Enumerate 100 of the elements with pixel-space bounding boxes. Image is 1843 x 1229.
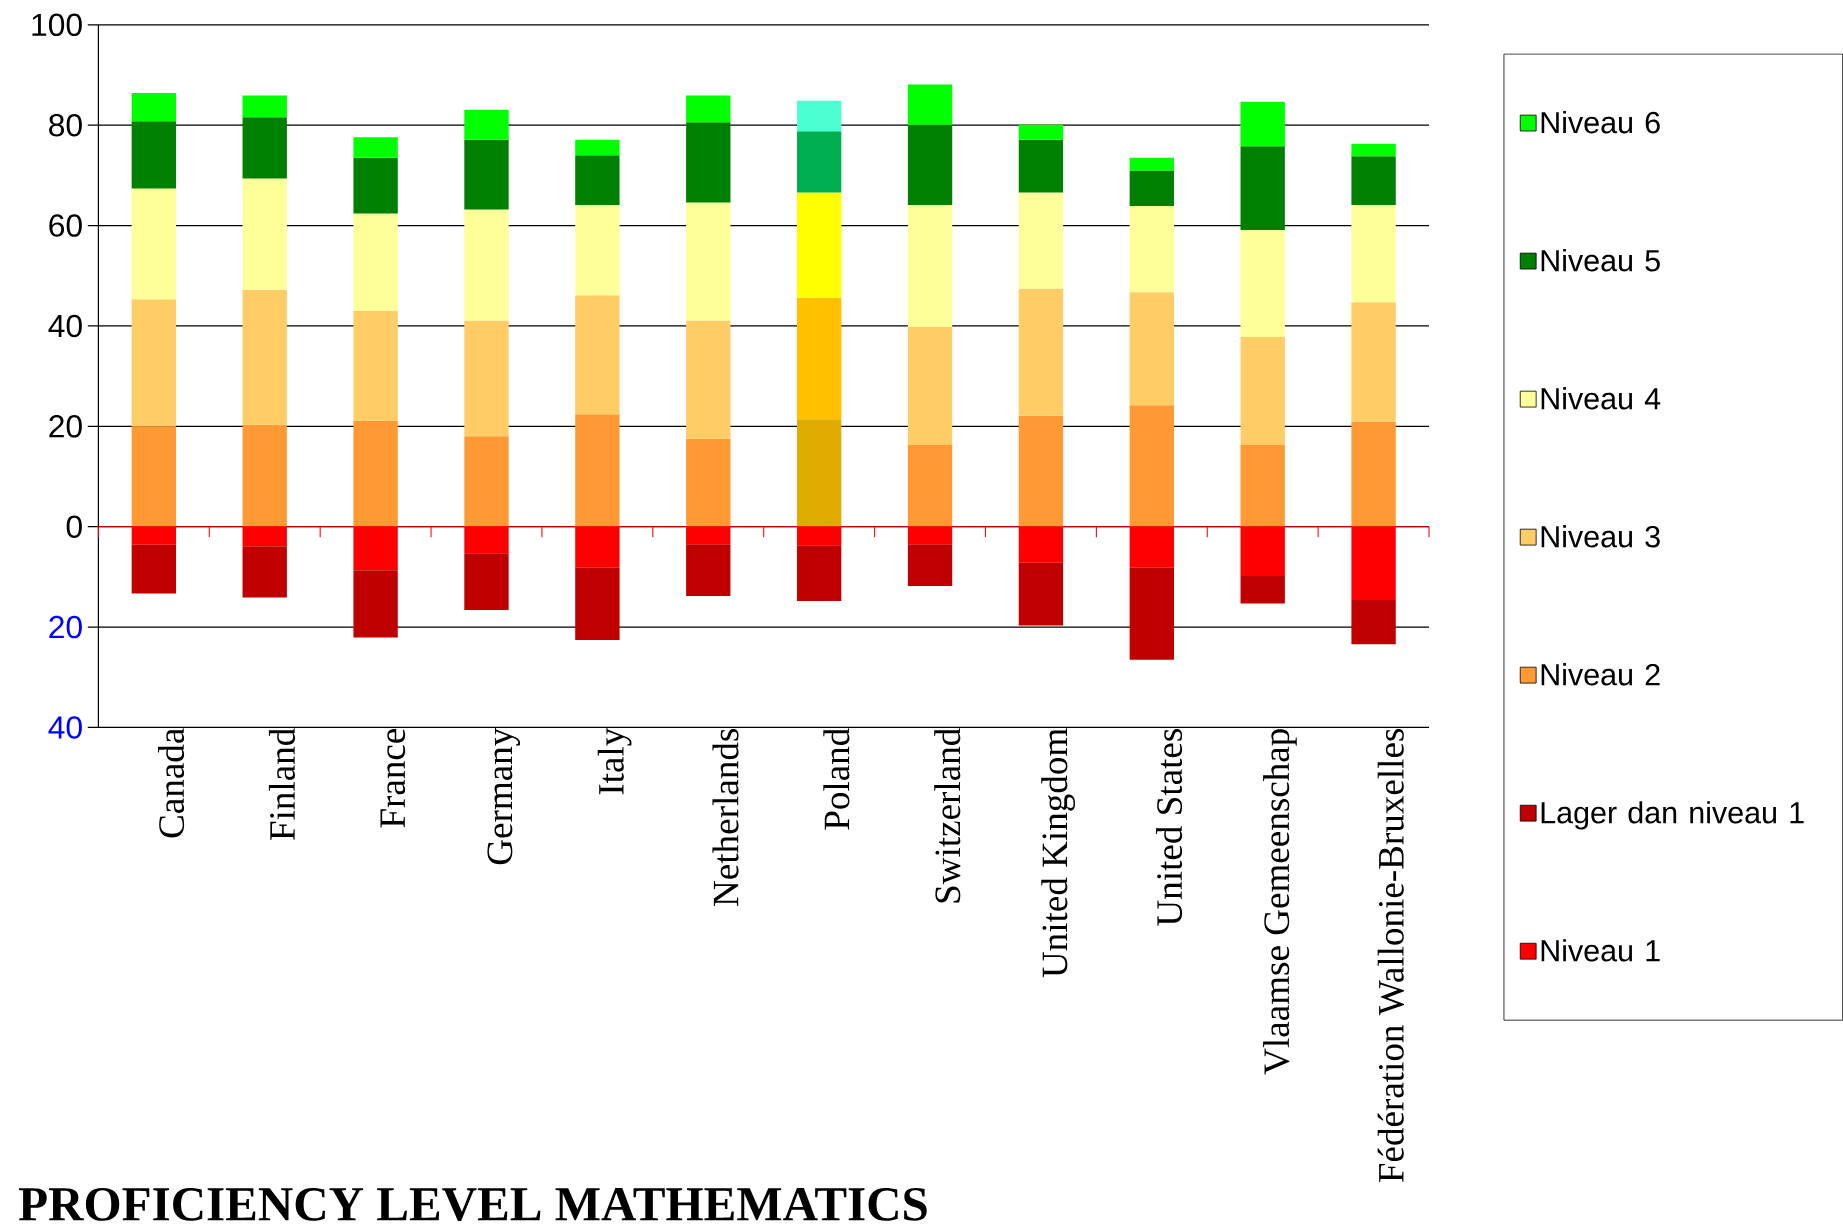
bar xyxy=(796,131,842,193)
bar xyxy=(464,320,509,437)
bar xyxy=(796,419,842,527)
y-tick-label: 0 xyxy=(66,515,82,538)
y-tick-label: 20 xyxy=(49,615,82,639)
bar xyxy=(464,109,509,140)
bar xyxy=(1129,170,1174,206)
bar xyxy=(1351,156,1396,205)
bar xyxy=(353,570,398,638)
bar xyxy=(796,100,842,132)
legend-label: Niveau 1 xyxy=(1541,939,1660,962)
bar xyxy=(1018,562,1064,626)
bar xyxy=(1240,101,1285,147)
bar xyxy=(353,137,398,158)
x-tick-label: Netherlands xyxy=(712,728,739,906)
bar xyxy=(242,546,287,598)
bar xyxy=(353,213,398,311)
bar xyxy=(796,545,842,601)
bar xyxy=(1129,292,1174,406)
bar xyxy=(686,438,731,527)
legend-label: Lager dan niveau 1 xyxy=(1541,801,1804,830)
bar xyxy=(353,310,398,421)
bar xyxy=(1018,124,1064,140)
y-tick-label: 40 xyxy=(48,716,82,739)
bar xyxy=(907,544,953,586)
bar xyxy=(575,139,620,156)
bar xyxy=(1351,143,1396,157)
x-tick-label: Finland xyxy=(268,728,295,840)
bar xyxy=(1351,204,1396,303)
bar xyxy=(907,326,953,445)
bar xyxy=(1240,146,1285,230)
bar xyxy=(131,544,177,594)
bar xyxy=(1018,288,1064,416)
bar xyxy=(131,92,177,122)
bar xyxy=(686,122,731,203)
bar xyxy=(131,426,177,527)
y-tick-label: 40 xyxy=(48,314,82,338)
bar xyxy=(242,178,287,290)
bar xyxy=(575,155,620,205)
bar xyxy=(353,157,398,214)
bar xyxy=(242,424,287,527)
bar xyxy=(1129,567,1174,660)
bar xyxy=(464,436,509,527)
bar xyxy=(686,320,731,439)
y-tick-label: 80 xyxy=(49,113,82,137)
bar xyxy=(1129,205,1174,293)
bar xyxy=(907,204,953,327)
bar xyxy=(464,139,509,210)
legend-label: Niveau 2 xyxy=(1541,662,1660,686)
bar xyxy=(353,420,398,527)
text: PROFICIENCY LEVEL MATHEMATICS xyxy=(18,1187,927,1221)
bar xyxy=(464,553,509,610)
bar xyxy=(1351,421,1396,527)
legend-label: Niveau 6 xyxy=(1541,110,1660,134)
bar xyxy=(907,444,953,527)
bar xyxy=(1351,302,1396,422)
bar xyxy=(242,117,287,179)
bar xyxy=(1129,157,1174,171)
bar xyxy=(575,414,620,527)
x-tick-label: Poland xyxy=(823,728,850,830)
y-tick-label: 20 xyxy=(49,414,82,438)
bar xyxy=(1240,444,1285,527)
x-tick-label: France xyxy=(380,728,406,828)
legend-label: Niveau 3 xyxy=(1541,524,1660,548)
bar xyxy=(796,192,842,298)
bar xyxy=(686,202,731,321)
x-tick-label: Fédération Wallonie-Bruxelles xyxy=(1377,728,1404,1182)
bar xyxy=(1351,599,1396,644)
bar xyxy=(907,84,953,125)
bar xyxy=(242,289,287,425)
bar xyxy=(575,204,620,296)
bar xyxy=(796,297,842,420)
bar xyxy=(1018,415,1064,527)
bar xyxy=(1018,139,1064,193)
bar xyxy=(1240,229,1285,337)
x-tick-label: Switzerland xyxy=(934,728,961,903)
bar xyxy=(464,209,509,321)
y-tick-label: 60 xyxy=(49,214,82,237)
x-tick-label: Vlaamse Gemeenschap xyxy=(1263,729,1297,1075)
bar xyxy=(1240,336,1285,445)
bar xyxy=(1018,192,1064,289)
bar xyxy=(131,188,177,300)
x-tick-label: United States xyxy=(1155,728,1183,926)
x-tick-label: Italy xyxy=(597,727,632,795)
bar xyxy=(907,124,953,205)
y-tick-label: 100 xyxy=(32,13,82,36)
bar xyxy=(686,95,731,123)
bar xyxy=(575,567,620,640)
bar xyxy=(1129,405,1174,527)
bar xyxy=(1240,575,1285,604)
bar xyxy=(575,295,620,415)
x-tick-label: Canada xyxy=(158,728,185,838)
x-tick-label: Germany xyxy=(487,727,520,865)
x-tick-label: United Kingdom xyxy=(1041,728,1076,978)
legend-label: Niveau 5 xyxy=(1541,248,1660,272)
legend-label: Niveau 4 xyxy=(1541,386,1661,410)
bar xyxy=(686,544,731,596)
bar xyxy=(131,299,177,427)
bar xyxy=(131,121,177,189)
bar xyxy=(242,95,287,118)
